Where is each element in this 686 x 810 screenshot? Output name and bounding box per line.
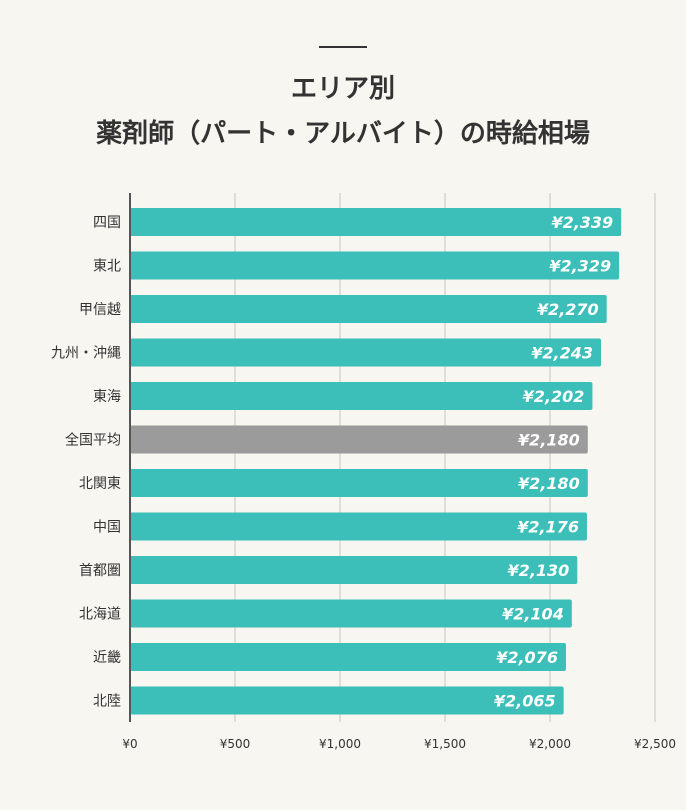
x-tick-label: ¥2,500 — [634, 737, 676, 751]
data-label: ¥2,270 — [537, 300, 599, 319]
data-label: ¥2,243 — [531, 344, 593, 363]
data-label: ¥2,130 — [508, 561, 570, 580]
bar — [130, 425, 588, 454]
x-tick-label: ¥2,000 — [529, 737, 571, 751]
category-label: 九州・沖縄 — [51, 346, 121, 362]
bar — [130, 469, 588, 497]
x-tick-label: ¥500 — [220, 737, 251, 751]
category-label: 近畿 — [93, 650, 121, 666]
category-label: 北陸 — [93, 694, 121, 710]
data-label: ¥2,065 — [494, 692, 556, 711]
data-label: ¥2,180 — [518, 474, 580, 493]
chart-title-line-1: エリア別 — [290, 74, 395, 104]
bar — [130, 251, 620, 280]
data-label: ¥2,339 — [551, 213, 613, 232]
bar — [130, 382, 593, 410]
bar — [130, 686, 564, 715]
category-label: 首都圏 — [79, 563, 121, 579]
data-label: ¥2,202 — [523, 387, 585, 406]
x-tick-label: ¥0 — [122, 737, 137, 751]
bar — [130, 338, 602, 367]
category-label: 甲信越 — [79, 302, 121, 318]
category-label: 全国平均 — [65, 432, 121, 449]
x-tick-label: ¥1,500 — [424, 737, 466, 751]
category-label: 中国 — [93, 520, 121, 536]
data-label: ¥2,076 — [496, 648, 558, 667]
title-rule — [319, 46, 367, 48]
bar — [130, 599, 572, 628]
category-label: 北関東 — [79, 476, 121, 492]
chart-title-line-2: 薬剤師（パート・アルバイト）の時給相場 — [96, 119, 590, 149]
data-label: ¥2,104 — [502, 605, 564, 624]
x-tick-label: ¥1,000 — [319, 737, 361, 751]
category-label: 四国 — [93, 215, 121, 231]
data-label: ¥2,180 — [518, 431, 580, 450]
category-label: 東北 — [93, 259, 121, 275]
bar — [130, 208, 622, 236]
bar — [130, 295, 607, 323]
bar — [130, 556, 578, 584]
data-label: ¥2,176 — [517, 518, 579, 537]
bar — [130, 512, 587, 541]
category-label: 北海道 — [79, 607, 121, 623]
data-label: ¥2,329 — [549, 257, 611, 276]
bar — [130, 643, 566, 671]
category-label: 東海 — [93, 389, 121, 405]
